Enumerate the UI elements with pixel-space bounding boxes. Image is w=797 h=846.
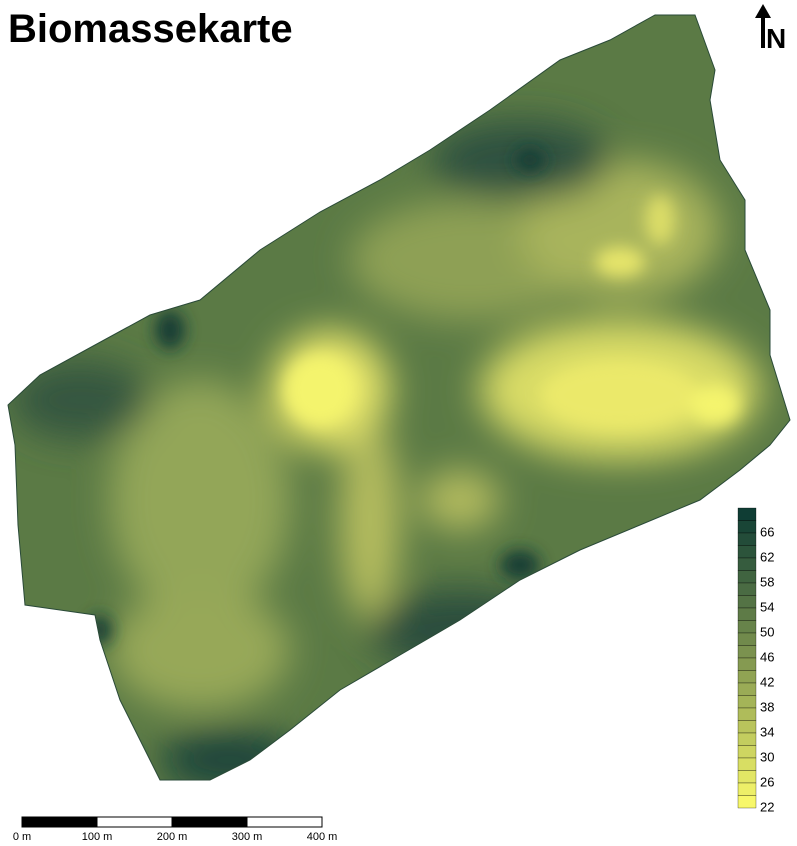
north-arrow: N <box>755 4 786 54</box>
scale-bar: 0 m 100 m 200 m 300 m 400 m <box>13 817 337 843</box>
legend-swatch <box>738 733 756 746</box>
scale-segment <box>22 817 97 827</box>
map-view: Biomassekarte N <box>0 0 797 846</box>
legend-swatch <box>738 696 756 709</box>
north-label: N <box>766 23 786 54</box>
legend-swatch <box>738 683 756 696</box>
legend-label: 42 <box>760 674 774 689</box>
legend-label: 58 <box>760 574 774 589</box>
scale-segment <box>97 817 172 827</box>
legend-swatch <box>738 646 756 659</box>
scale-segment <box>247 817 322 827</box>
biomass-surface <box>0 0 797 846</box>
legend-swatch <box>738 721 756 734</box>
scale-segment <box>172 817 247 827</box>
scale-label: 100 m <box>82 831 113 843</box>
scale-label: 200 m <box>157 831 188 843</box>
legend-swatch <box>738 583 756 596</box>
legend-swatch <box>738 746 756 759</box>
legend-swatch <box>738 596 756 609</box>
legend-swatch <box>738 521 756 534</box>
legend-label: 34 <box>760 724 774 739</box>
legend-label: 30 <box>760 749 774 764</box>
legend-label: 26 <box>760 774 774 789</box>
legend-swatch <box>738 671 756 684</box>
map-title: Biomassekarte <box>8 7 293 51</box>
legend-swatch <box>738 608 756 621</box>
scale-label: 300 m <box>232 831 263 843</box>
legend-swatch <box>738 508 756 521</box>
legend-label: 62 <box>760 549 774 564</box>
scale-label: 0 m <box>13 831 31 843</box>
legend-swatch <box>738 571 756 584</box>
legend-swatch <box>738 708 756 721</box>
legend-label: 50 <box>760 624 774 639</box>
legend-label: 22 <box>760 799 774 814</box>
legend-swatch <box>738 621 756 634</box>
legend-swatch <box>738 546 756 559</box>
legend-swatch <box>738 558 756 571</box>
legend-label: 54 <box>760 599 774 614</box>
legend-label: 38 <box>760 699 774 714</box>
legend-swatch <box>738 533 756 546</box>
legend-label: 46 <box>760 649 774 664</box>
legend-swatch <box>738 796 756 809</box>
legend-swatch <box>738 758 756 771</box>
legend-swatch <box>738 771 756 784</box>
legend-swatch <box>738 658 756 671</box>
legend-swatch <box>738 783 756 796</box>
legend-swatch <box>738 633 756 646</box>
scale-label: 400 m <box>307 831 338 843</box>
legend: 66 62 58 54 50 46 42 38 34 30 26 22 <box>738 508 774 814</box>
legend-label: 66 <box>760 524 774 539</box>
